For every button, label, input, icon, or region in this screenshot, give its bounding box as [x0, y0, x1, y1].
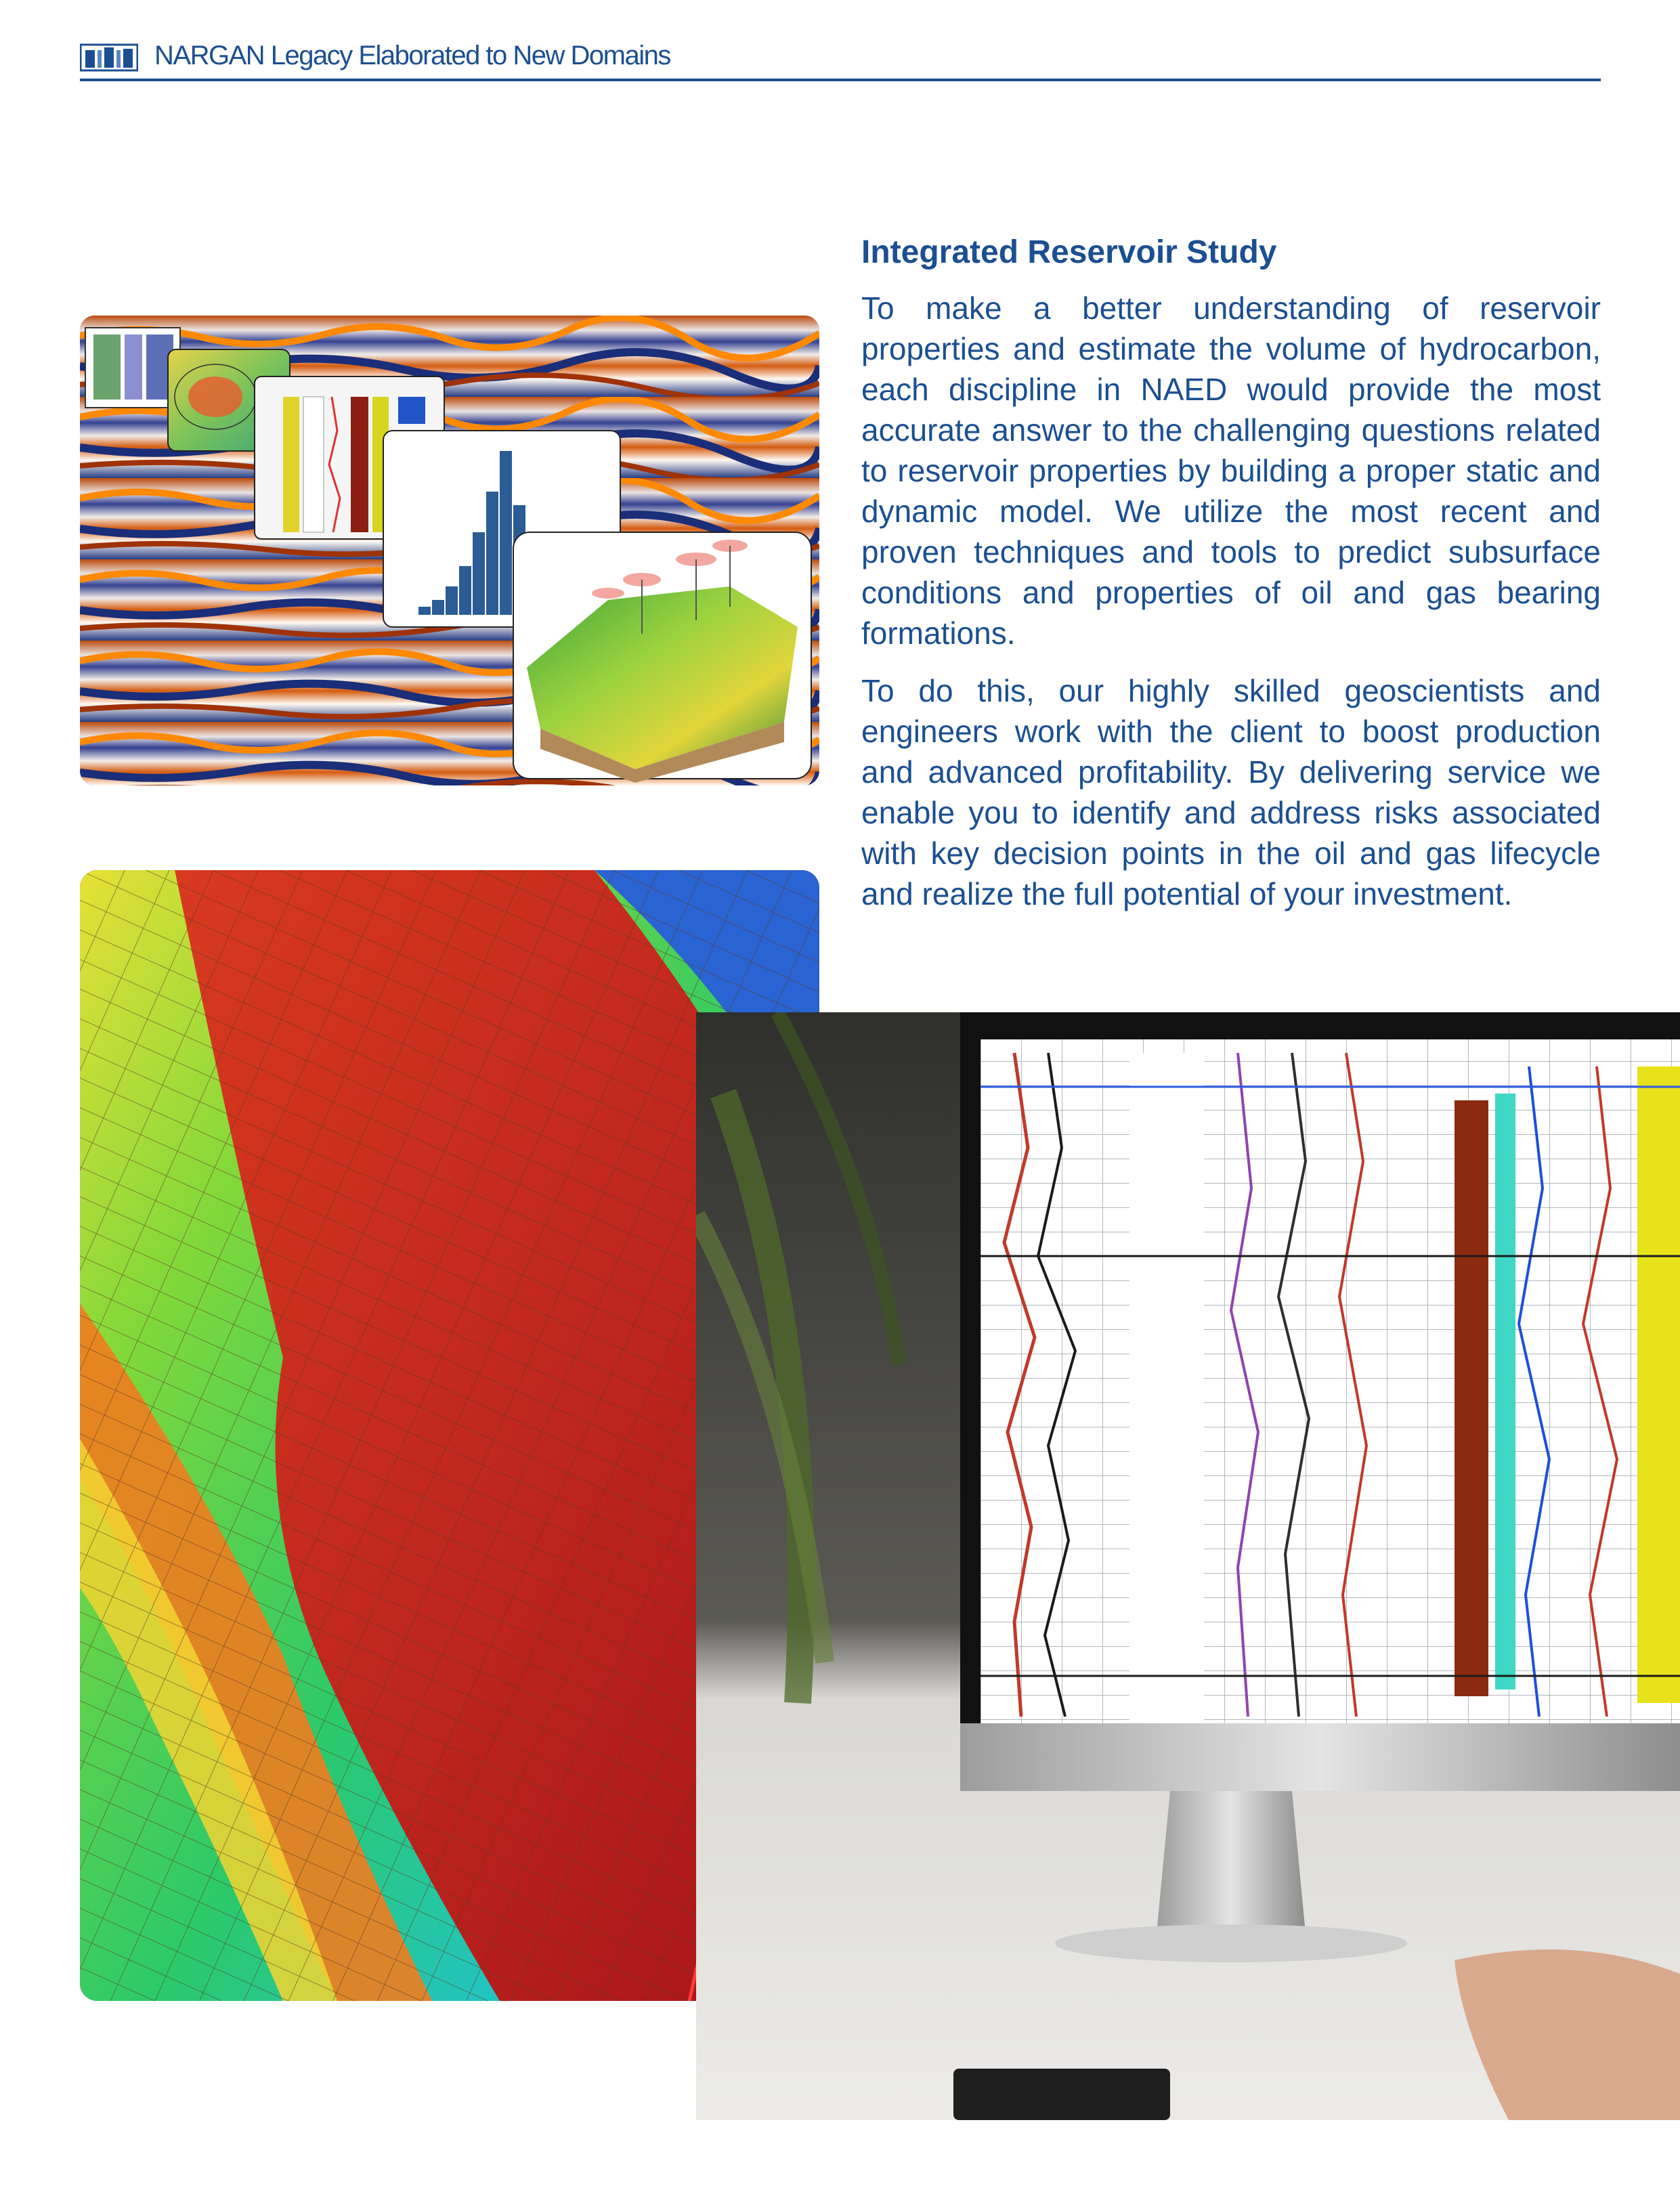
- intro-paragraph: To make a better understanding of reserv…: [861, 290, 1601, 651]
- seismic-collage-image: [80, 316, 819, 785]
- header-title: NARGAN Legacy Elaborated to New Domains: [154, 41, 671, 70]
- header-divider: [80, 79, 1601, 81]
- nargan-logo-icon: [80, 43, 138, 72]
- well-log-monitor-image: [696, 1012, 1680, 2120]
- approach-paragraph: To do this, our highly skilled geoscient…: [861, 673, 1601, 911]
- page-header: NARGAN Legacy Elaborated to New Domains: [80, 39, 1601, 81]
- section-title: Integrated Reservoir Study: [861, 234, 1277, 270]
